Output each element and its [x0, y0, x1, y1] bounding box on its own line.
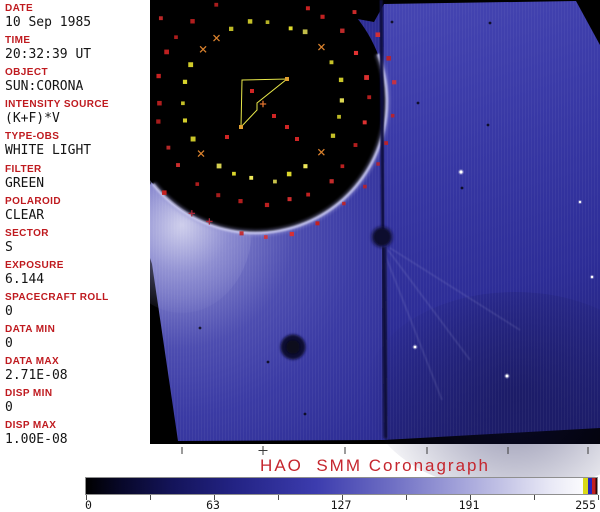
colorbar-tick	[342, 495, 343, 500]
field-label-exposure: EXPOSURE	[5, 259, 64, 271]
field-polaroid: POLAROID CLEAR	[5, 195, 149, 223]
field-disp-max: DISP MAX 1.00E-08	[5, 420, 149, 448]
field-value-disp-max: 1.00E-08	[5, 432, 68, 448]
field-value-time: 20:32:39 UT	[5, 47, 92, 63]
field-label-time: TIME	[5, 35, 31, 47]
field-label-object: OBJECT	[5, 67, 48, 79]
colorbar-label-255: 255	[575, 498, 596, 512]
field-value-exposure: 6.144	[5, 271, 45, 287]
field-spacecraft-roll: SPACECRAFT ROLL 0	[5, 291, 149, 319]
field-label-filter: FILTER	[5, 163, 42, 175]
field-label-date: DATE	[5, 3, 34, 14]
colorbar-label-63: 63	[206, 498, 220, 512]
field-label-data-max: DATA MAX	[5, 356, 60, 368]
field-label-polaroid: POLAROID	[5, 195, 61, 207]
colorbar-scale-labels: 0 63 127 191 255	[85, 499, 598, 512]
field-value-polaroid: CLEAR	[5, 207, 45, 223]
field-label-spacecraft-roll: SPACECRAFT ROLL	[5, 291, 109, 303]
colorbar-tick	[150, 495, 151, 500]
occulting-disk	[123, 0, 387, 233]
field-value-filter: GREEN	[5, 175, 45, 191]
colorbar-label-0: 0	[85, 498, 92, 512]
metadata-sidebar: DATE 10 Sep 1985 TIME 20:32:39 UT OBJECT SUN:…	[0, 0, 150, 448]
field-value-disp-min: 0	[5, 400, 13, 416]
colorbar-label-191: 191	[458, 498, 480, 512]
field-type-obs: TYPE-OBS WHITE LIGHT	[5, 131, 149, 159]
field-date: DATE 10 Sep 1985	[5, 3, 149, 30]
colorbar-tick	[86, 495, 87, 500]
field-value-sector: S	[5, 239, 13, 255]
field-label-data-min: DATA MIN	[5, 324, 56, 335]
field-value-data-max: 2.71E-08	[5, 368, 68, 384]
field-value-intensity-source: (K+F)*V	[5, 111, 60, 127]
field-value-spacecraft-roll: 0	[5, 303, 13, 319]
colorbar-label-127: 127	[330, 498, 352, 512]
pylon-lower-core	[382, 246, 388, 439]
field-exposure: EXPOSURE 6.144	[5, 259, 149, 287]
field-value-date: 10 Sep 1985	[5, 15, 92, 30]
field-object: OBJECT SUN:CORONA	[5, 67, 149, 95]
colorbar-tick	[406, 495, 407, 500]
colorbar-tick	[534, 495, 535, 500]
intensity-colorbar	[85, 477, 599, 500]
field-label-disp-max: DISP MAX	[5, 420, 57, 432]
fiducial-dot-rings	[156, 2, 397, 239]
field-disp-min: DISP MIN 0	[5, 388, 149, 416]
colorbar-tick	[278, 495, 279, 500]
field-value-data-min: 0	[5, 336, 13, 351]
star-specks	[198, 20, 595, 416]
colorbar-tick	[214, 495, 215, 500]
dark-spot-core	[286, 340, 300, 354]
field-time: TIME 20:32:39 UT	[5, 35, 149, 63]
field-label-disp-min: DISP MIN	[5, 388, 53, 400]
pylon-ball	[373, 228, 391, 246]
pointer-marks	[225, 77, 299, 141]
field-sector: SECTOR S	[5, 227, 149, 255]
pylon-upper	[379, 0, 385, 232]
field-intensity-source: INTENSITY SOURCE (K+F)*V	[5, 99, 149, 127]
field-label-sector: SECTOR	[5, 227, 49, 239]
field-data-max: DATA MAX 2.71E-08	[5, 356, 149, 384]
field-label-type-obs: TYPE-OBS	[5, 131, 60, 143]
field-label-intensity-source: INTENSITY SOURCE	[5, 99, 110, 111]
field-value-object: SUN:CORONA	[5, 79, 84, 95]
image-title: HAO SMM Coronagraph	[260, 456, 490, 475]
field-data-min: DATA MIN 0	[5, 324, 149, 351]
disk-rim-highlight	[151, 53, 389, 235]
field-value-type-obs: WHITE LIGHT	[5, 143, 92, 159]
colorbar-tick	[598, 495, 599, 500]
field-filter: FILTER GREEN	[5, 163, 149, 191]
colorbar-tick	[470, 495, 471, 500]
